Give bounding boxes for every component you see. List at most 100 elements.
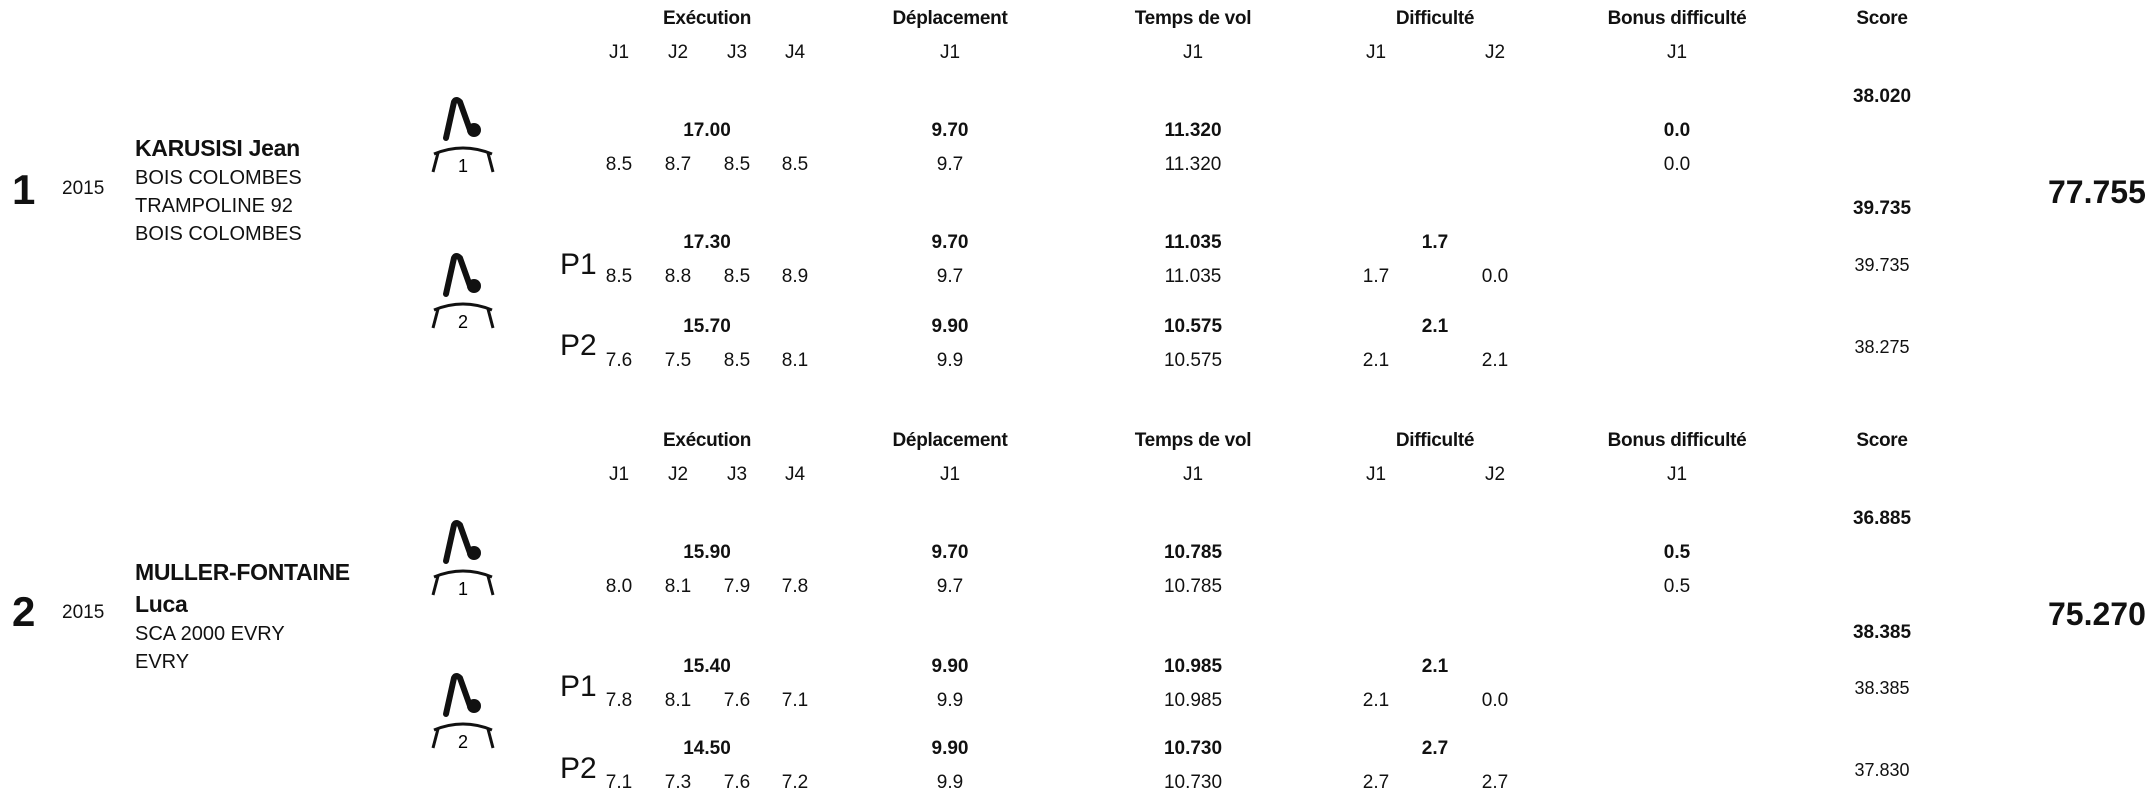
deplacement-j1: 9.9 [936, 350, 964, 371]
exec-j3: 7.6 [723, 690, 751, 711]
difficulte-j1: 2.1 [1362, 350, 1390, 371]
exec-j4: 8.1 [781, 350, 809, 371]
difficulte-j1: 1.7 [1362, 266, 1390, 287]
deplacement-j1: 9.9 [936, 772, 964, 793]
temps-de-vol-total: 10.730 [1163, 738, 1223, 759]
deplacement-total: 9.70 [931, 232, 969, 253]
bonus-j1: 0.0 [1663, 154, 1691, 175]
header-deplacement: Déplacement [892, 430, 1008, 451]
exec-j1: 7.1 [605, 772, 633, 793]
exec-j2: 8.1 [664, 576, 692, 597]
deplacement-j1: 9.9 [936, 690, 964, 711]
header-bonus-difficulte: Bonus difficulté [1607, 8, 1747, 29]
temps-de-vol-j1: 10.785 [1163, 576, 1223, 597]
exec-j4: 8.5 [781, 154, 809, 175]
icon-number: 1 [458, 156, 468, 176]
pass-label: P2 [560, 329, 597, 362]
club-line: EVRY [135, 651, 190, 673]
judge-header-bonus-j1: J1 [1666, 42, 1688, 63]
execution-total: 15.70 [683, 316, 731, 337]
judge-header-j3: J3 [726, 464, 748, 485]
deplacement-total: 9.90 [931, 738, 969, 759]
execution-total: 17.30 [683, 232, 731, 253]
deplacement-total: 9.90 [931, 316, 969, 337]
judge-header-diff-j2: J2 [1484, 42, 1506, 63]
temps-de-vol-j1: 11.035 [1164, 266, 1222, 287]
temps-de-vol-total: 10.575 [1163, 316, 1223, 337]
birth-year: 2015 [62, 178, 105, 199]
header-temps-de-vol: Temps de vol [1134, 8, 1252, 29]
deplacement-j1: 9.7 [936, 154, 964, 175]
judge-header-bonus-j1: J1 [1666, 464, 1688, 485]
bonus-total: 0.0 [1663, 120, 1691, 141]
difficulte-j1: 2.7 [1362, 772, 1390, 793]
header-deplacement: Déplacement [892, 8, 1008, 29]
bonus-total: 0.5 [1663, 542, 1691, 563]
birth-year: 2015 [62, 602, 105, 623]
header-execution: Exécution [662, 430, 752, 451]
exec-j4: 8.9 [781, 266, 809, 287]
deplacement-total: 9.90 [931, 656, 969, 677]
temps-de-vol-total: 10.985 [1163, 656, 1223, 677]
execution-total: 14.50 [683, 738, 731, 759]
temps-de-vol-j1: 10.985 [1163, 690, 1223, 711]
trampoline-routine-1-icon: 1 [430, 96, 496, 182]
judge-header-j2: J2 [667, 464, 689, 485]
temps-de-vol-j1: 10.575 [1163, 350, 1223, 371]
routine-2-best-score: 39.735 [1852, 198, 1912, 219]
difficulte-j2: 2.1 [1481, 350, 1509, 371]
deplacement-total: 9.70 [931, 542, 969, 563]
routine-1-score: 36.885 [1852, 508, 1912, 529]
judge-header-tof-j1: J1 [1182, 42, 1204, 63]
pass-score: 38.385 [1854, 678, 1910, 698]
execution-total: 15.40 [683, 656, 731, 677]
judge-header-j4: J4 [784, 42, 806, 63]
rank: 1 [12, 166, 36, 213]
routine-2-best-score: 38.385 [1852, 622, 1912, 643]
icon-number: 2 [458, 732, 468, 752]
exec-j2: 8.8 [664, 266, 692, 287]
pass-label: P1 [560, 670, 597, 703]
temps-de-vol-total: 11.320 [1164, 120, 1222, 141]
exec-j3: 8.5 [723, 154, 751, 175]
rank: 2 [12, 588, 36, 635]
header-execution: Exécution [662, 8, 752, 29]
difficulte-total: 2.7 [1421, 738, 1449, 759]
difficulte-total: 1.7 [1421, 232, 1449, 253]
club-line: SCA 2000 EVRY [135, 623, 285, 645]
pass-score: 37.830 [1854, 760, 1910, 780]
icon-number: 1 [458, 579, 468, 599]
trampoline-routine-2-icon: 2 [430, 672, 496, 758]
exec-j1: 8.0 [605, 576, 633, 597]
pass-label: P2 [560, 752, 597, 785]
header-difficulte: Difficulté [1395, 430, 1475, 451]
exec-j1: 7.6 [605, 350, 633, 371]
judge-header-diff-j1: J1 [1365, 464, 1387, 485]
difficulte-total: 2.1 [1421, 316, 1449, 337]
judge-header-j2: J2 [667, 42, 689, 63]
header-temps-de-vol: Temps de vol [1134, 430, 1252, 451]
total-score: 75.270 [2048, 596, 2146, 632]
judge-header-j4: J4 [784, 464, 806, 485]
trampoline-routine-1-icon: 1 [430, 519, 496, 605]
club-line: BOIS COLOMBES [135, 167, 302, 189]
header-score: Score [1856, 8, 1908, 29]
difficulte-total: 2.1 [1421, 656, 1449, 677]
judge-header-j3: J3 [726, 42, 748, 63]
deplacement-j1: 9.7 [936, 266, 964, 287]
exec-j2: 7.3 [664, 772, 692, 793]
temps-de-vol-total: 10.785 [1163, 542, 1223, 563]
exec-j3: 7.6 [723, 772, 751, 793]
exec-j3: 8.5 [723, 350, 751, 371]
temps-de-vol-total: 11.035 [1164, 232, 1222, 253]
exec-j2: 8.1 [664, 690, 692, 711]
athlete-name: MULLER-FONTAINE [135, 559, 350, 585]
difficulte-j2: 2.7 [1481, 772, 1509, 793]
header-score: Score [1856, 430, 1908, 451]
header-difficulte: Difficulté [1395, 8, 1475, 29]
judge-header-dep-j1: J1 [939, 464, 961, 485]
exec-j2: 8.7 [664, 154, 692, 175]
pass-score: 38.275 [1854, 337, 1910, 357]
club-line: BOIS COLOMBES [135, 223, 302, 245]
difficulte-j2: 0.0 [1481, 690, 1509, 711]
